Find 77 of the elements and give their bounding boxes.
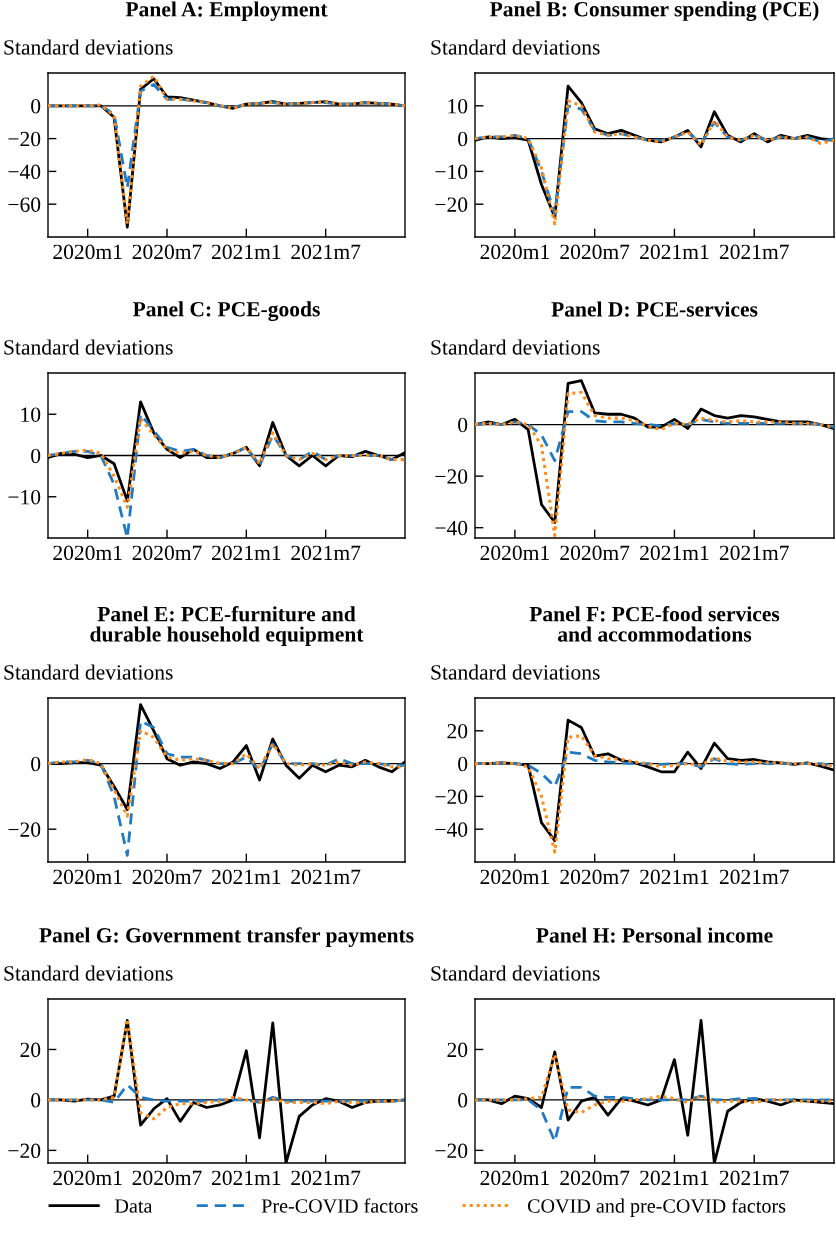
y-tick-label: −10	[8, 489, 41, 505]
x-tick-label: 2021m1	[212, 869, 281, 885]
x-tick-label: 2021m7	[291, 1170, 361, 1186]
chart-title: Panel H: Personal income	[536, 927, 773, 943]
y-tick-label: −10	[435, 164, 468, 180]
y-tick-label: −20	[8, 822, 41, 837]
y-tick-label: 0	[31, 756, 41, 772]
y-tick-label: 0	[458, 417, 468, 433]
y-tick-label: 0	[458, 1093, 468, 1108]
y-axis-title: Standard deviations	[4, 339, 173, 355]
x-tick-label: 2021m1	[640, 1170, 709, 1186]
y-tick-label: −60	[8, 197, 41, 212]
y-tick-label: −20	[8, 131, 41, 147]
y-tick-label: −20	[435, 1143, 468, 1159]
y-tick-label: −20	[435, 197, 468, 212]
x-tick-label: 2021m1	[212, 244, 281, 260]
x-tick-label: 2021m1	[640, 545, 709, 561]
legend-label: COVID and pre-COVID factors	[527, 1198, 786, 1217]
x-tick-label: 2021m7	[291, 545, 361, 561]
x-tick-label: 2021m7	[719, 545, 789, 561]
x-tick-label: 2021m7	[719, 244, 789, 260]
x-tick-label: 2020m7	[560, 545, 630, 561]
y-tick-label: −40	[435, 822, 468, 837]
x-tick-label: 2020m1	[53, 869, 122, 885]
y-tick-label: 0	[31, 448, 41, 464]
y-tick-label: 20	[20, 1042, 41, 1058]
chart-title: Panel G: Government transfer payments	[39, 927, 414, 947]
y-axis-title: Standard deviations	[4, 39, 173, 55]
chart-title: Panel E: PCE-furniture and durable household equipment	[90, 605, 364, 646]
x-tick-label: 2021m1	[640, 869, 709, 885]
legend-label: Pre-COVID factors	[261, 1198, 418, 1213]
y-tick-label: −40	[8, 164, 41, 180]
x-tick-label: 2020m7	[132, 244, 202, 260]
legend-label: Data	[115, 1199, 153, 1213]
chart-title: Panel C: PCE-goods	[132, 301, 320, 321]
y-tick-label: 0	[31, 98, 41, 114]
x-tick-label: 2021m1	[640, 244, 709, 260]
x-tick-label: 2021m7	[719, 869, 789, 885]
y-tick-label: 10	[21, 407, 41, 422]
chart-title: Panel D: PCE-services	[551, 301, 758, 317]
chart-title: Panel A: Employment	[125, 1, 328, 21]
x-tick-label: 2020m1	[480, 1170, 549, 1186]
x-tick-label: 2020m1	[53, 1170, 122, 1186]
x-tick-label: 2020m1	[480, 545, 549, 561]
y-tick-label: −40	[435, 520, 468, 536]
chart-title: Panel B: Consumer spending (PCE)	[490, 1, 819, 21]
y-tick-label: 0	[458, 131, 468, 147]
x-tick-label: 2021m1	[212, 545, 281, 561]
x-tick-label: 2021m1	[212, 1170, 281, 1186]
y-tick-label: 20	[447, 723, 468, 739]
x-tick-label: 2020m7	[560, 244, 630, 260]
y-tick-label: −20	[435, 469, 468, 484]
x-tick-label: 2020m7	[132, 1170, 202, 1186]
y-tick-label: 0	[31, 1093, 41, 1108]
x-tick-label: 2020m7	[132, 869, 202, 885]
y-axis-title: Standard deviations	[4, 965, 173, 981]
x-tick-label: 2021m7	[719, 1170, 789, 1186]
x-tick-label: 2020m1	[480, 869, 549, 885]
y-axis-title: Standard deviations	[431, 965, 600, 981]
y-tick-label: −20	[8, 1143, 41, 1159]
x-tick-label: 2020m1	[480, 244, 549, 260]
y-axis-title: Standard deviations	[431, 339, 600, 355]
y-tick-label: 20	[447, 1042, 468, 1058]
x-tick-label: 2020m7	[560, 1170, 630, 1186]
y-tick-label: 0	[458, 756, 468, 772]
chart-title: Panel F: PCE-food services and accommodations	[529, 605, 780, 642]
x-tick-label: 2020m1	[53, 244, 122, 260]
y-axis-title: Standard deviations	[431, 39, 600, 55]
x-tick-label: 2020m7	[132, 545, 202, 561]
x-tick-label: 2020m7	[560, 869, 630, 885]
y-tick-label: 10	[448, 98, 468, 114]
x-tick-label: 2021m7	[291, 244, 361, 260]
y-tick-label: −20	[435, 789, 468, 805]
y-axis-title: Standard deviations	[4, 664, 173, 680]
x-tick-label: 2021m7	[291, 869, 361, 885]
y-axis-title: Standard deviations	[431, 664, 600, 680]
x-tick-label: 2020m1	[53, 545, 122, 561]
